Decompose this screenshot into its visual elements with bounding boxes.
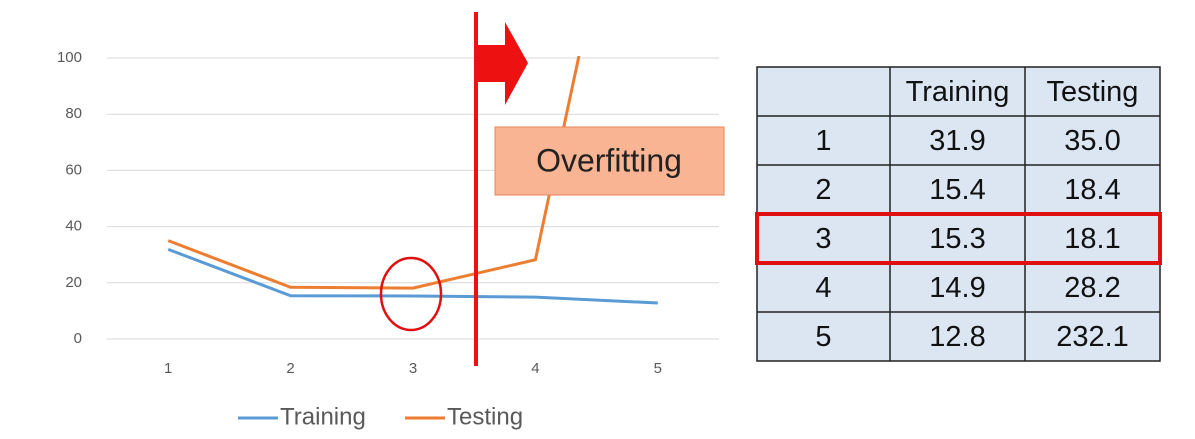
table-cell: 5	[815, 321, 831, 353]
y-tick-label: 60	[65, 161, 82, 178]
table-header: Training	[906, 76, 1010, 108]
table-cell: 14.9	[929, 272, 985, 304]
series-line	[167, 56, 581, 290]
legend-label: Training	[280, 403, 366, 430]
table-cell: 18.1	[1064, 223, 1120, 255]
table-cell: 35.0	[1064, 125, 1120, 157]
y-tick-label: 80	[65, 105, 82, 122]
table-cell: 12.8	[929, 321, 985, 353]
x-tick-label: 1	[164, 360, 172, 377]
x-tick-label: 3	[409, 360, 417, 377]
table-cell: 31.9	[929, 125, 985, 157]
table-cell: 1	[815, 125, 831, 157]
table-cell: 15.3	[929, 223, 985, 255]
x-tick-label: 5	[654, 360, 662, 377]
y-tick-label: 20	[65, 274, 82, 291]
table-cell: 2	[815, 174, 831, 206]
annotation: Overfitting	[536, 142, 682, 178]
annotation-box	[494, 126, 725, 196]
table-cell: 18.4	[1064, 174, 1120, 206]
y-tick-label: 100	[57, 49, 82, 66]
table: Training Testing 1 31.9 35.0 2 15.4 18.4 3 15.3 18…	[755, 66, 1162, 362]
highlight-circle	[379, 256, 443, 332]
x-tick-label: 2	[286, 360, 294, 377]
legend-label: Testing	[447, 403, 523, 430]
table-cell: 4	[815, 272, 831, 304]
chart: 0 20 40 60 80 100 1 2 3 4 5 Training Testing	[57, 49, 719, 430]
arrow	[476, 22, 528, 105]
y-tick-label: 0	[74, 330, 82, 347]
row-highlight	[755, 212, 1162, 265]
table-cell: 3	[815, 223, 831, 255]
x-tick-label: 4	[531, 360, 539, 377]
table-cell: 28.2	[1064, 272, 1120, 304]
series-line	[167, 247, 658, 305]
table-header: Testing	[1047, 76, 1139, 108]
table-cell: 15.4	[929, 174, 985, 206]
y-tick-label: 40	[65, 218, 82, 235]
table-cell: 232.1	[1056, 321, 1129, 353]
